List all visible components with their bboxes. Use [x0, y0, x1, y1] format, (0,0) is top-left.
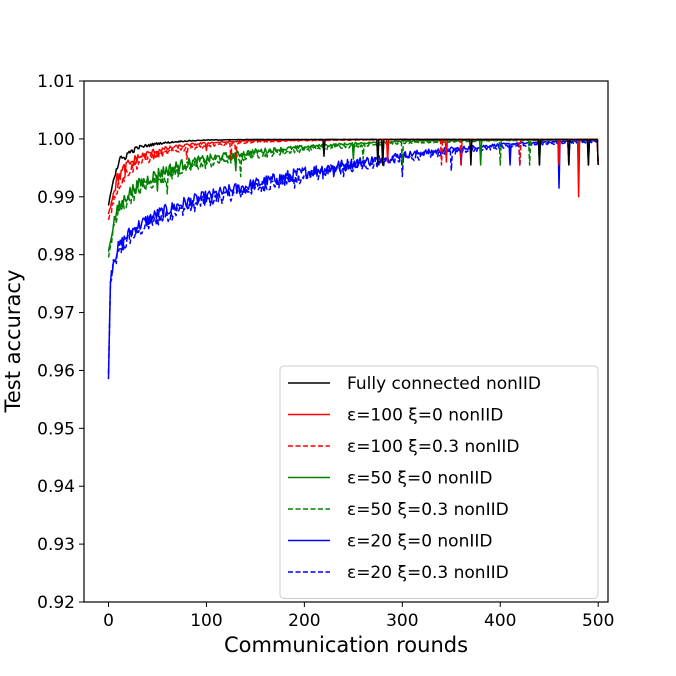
- legend-label: ε=100 ξ=0.3 nonIID: [347, 437, 520, 457]
- y-tick-label: 0.99: [37, 188, 75, 208]
- y-tick-label: 1.01: [37, 72, 75, 92]
- y-axis-ticks: 0.92 0.93 0.94 0.95 0.96 0.97 0.98 0.99 1.00 1.01: [37, 72, 84, 613]
- x-tick-label: 100: [190, 611, 222, 631]
- y-tick-label: 0.95: [37, 419, 75, 439]
- y-tick-label: 1.00: [37, 130, 75, 150]
- y-tick-label: 0.97: [37, 304, 75, 324]
- y-tick-label: 0.98: [37, 246, 75, 266]
- x-tick-label: 500: [582, 611, 614, 631]
- y-tick-label: 0.92: [37, 593, 75, 613]
- legend-label: ε=100 ξ=0 nonIID: [347, 406, 503, 426]
- y-tick-label: 0.94: [37, 477, 75, 497]
- x-tick-label: 0: [103, 611, 114, 631]
- series-layer: [107, 138, 599, 380]
- legend-label: Fully connected nonIID: [347, 374, 541, 394]
- plot-frame: [83, 80, 609, 603]
- legend-label: ε=20 ξ=0 nonIID: [347, 532, 492, 552]
- legend-label: ε=50 ξ=0.3 nonIID: [347, 500, 509, 520]
- x-axis-ticks: 0 100 200 300 400 500: [103, 602, 614, 631]
- x-tick-label: 300: [386, 611, 418, 631]
- series-line-20-0-noniid: [107, 139, 599, 380]
- legend-frame: [279, 365, 599, 599]
- series-line-fully-connected-noniid: [107, 138, 599, 206]
- legend: Fully connected nonIID ε=100 ξ=0 nonIID ε=…: [279, 365, 599, 599]
- series-line-20-0-3-noniid: [107, 140, 599, 374]
- legend-label: ε=50 ξ=0 nonIID: [347, 469, 492, 489]
- y-tick-label: 0.93: [37, 535, 75, 555]
- y-tick-label: 0.96: [37, 361, 75, 381]
- x-axis-title: Communication rounds: [224, 633, 468, 657]
- x-tick-label: 200: [288, 611, 320, 631]
- x-tick-label: 400: [484, 611, 516, 631]
- y-axis-title: Test accuracy: [1, 270, 25, 414]
- legend-label: ε=20 ξ=0.3 nonIID: [347, 563, 509, 583]
